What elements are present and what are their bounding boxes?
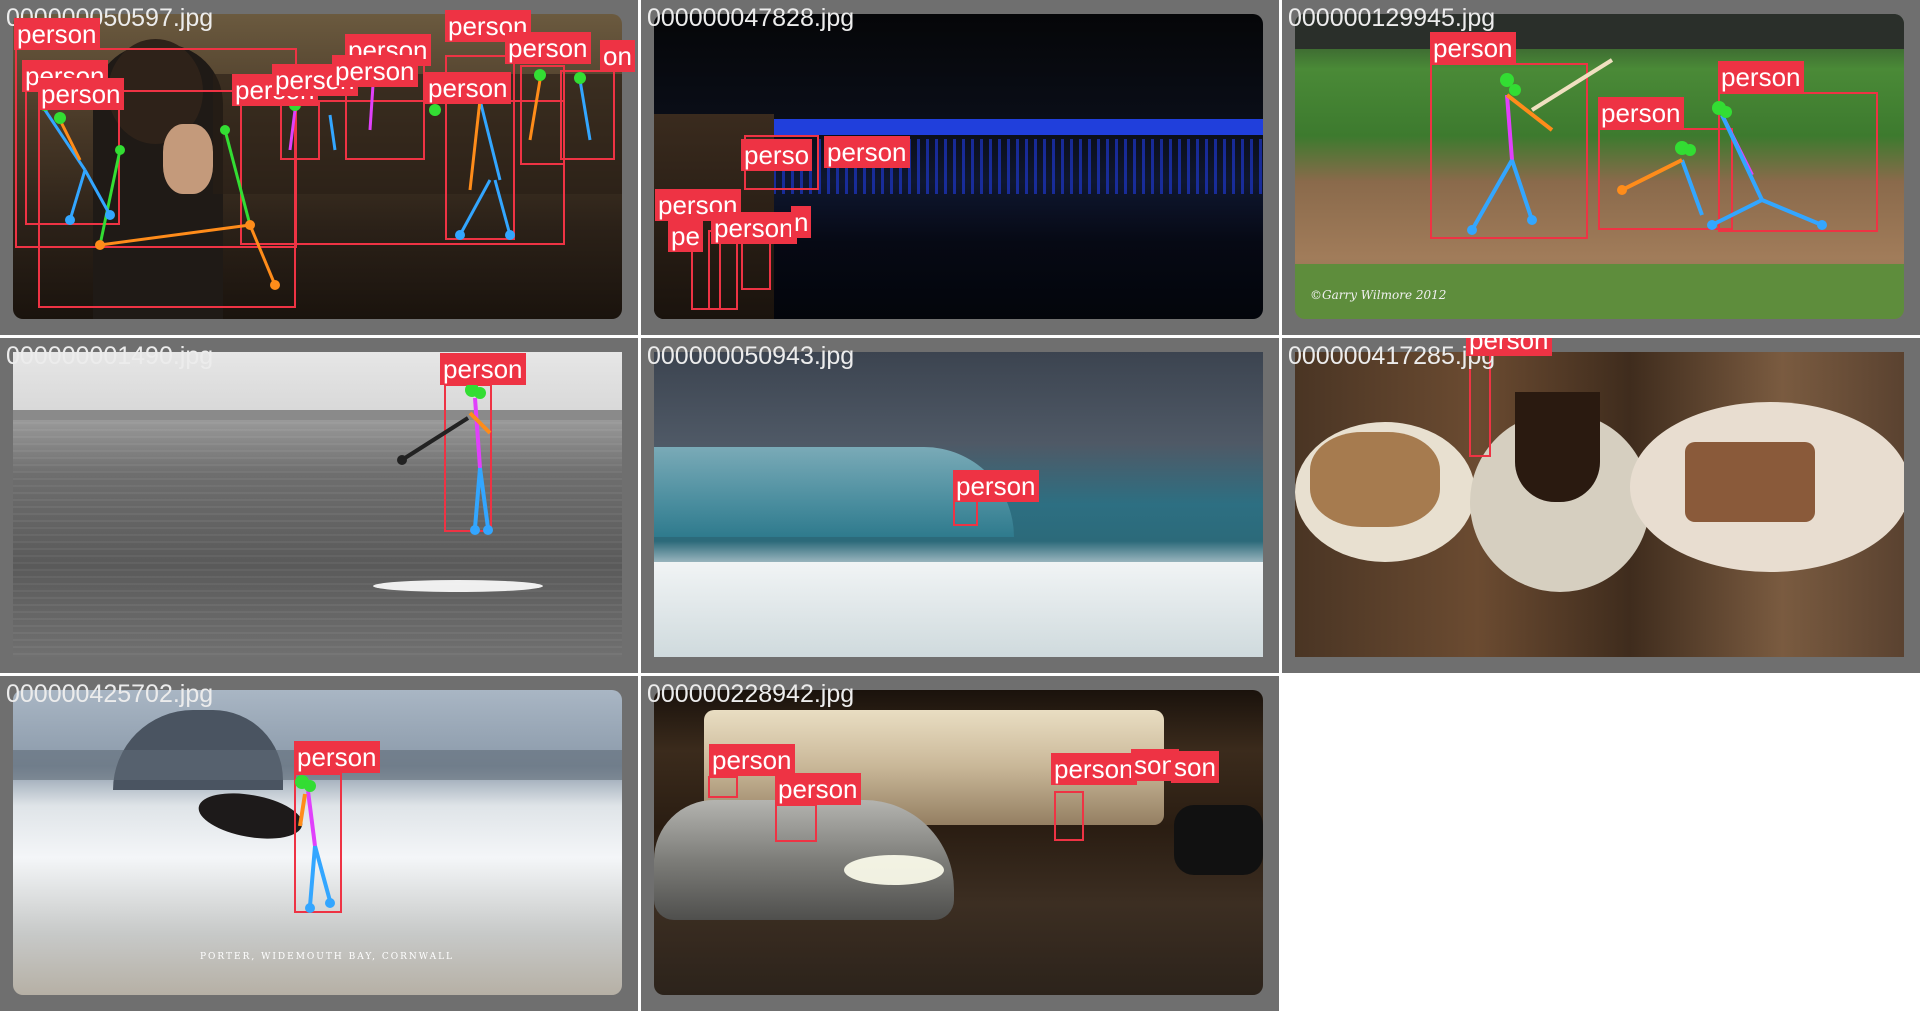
detection-label: person bbox=[1466, 338, 1552, 356]
image-caption: PORTER, WIDEMOUTH BAY, CORNWALL bbox=[200, 952, 455, 962]
detection-label: person bbox=[1430, 32, 1516, 64]
detection-label: son bbox=[1171, 751, 1219, 783]
mosaic-tile-7: 000000425702.jpg person PORTER, WIDEMOUT… bbox=[0, 676, 638, 1011]
detection-label: perso bbox=[741, 139, 813, 171]
detection-box bbox=[1718, 92, 1878, 232]
detection-label: person bbox=[440, 353, 526, 385]
detection-label: person bbox=[775, 773, 861, 805]
mosaic-tile-3: 000000129945.jpg person person person ©G… bbox=[1282, 0, 1920, 335]
detection-box bbox=[520, 65, 565, 165]
detection-label: person bbox=[425, 72, 511, 104]
skeleton-overlay-7 bbox=[295, 775, 335, 913]
detection-box bbox=[1598, 128, 1733, 230]
detection-label: on bbox=[600, 40, 635, 72]
detection-box bbox=[240, 100, 565, 245]
detection-label: son bbox=[1131, 749, 1179, 781]
tile-filename: 000000047828.jpg bbox=[647, 4, 855, 32]
detection-label: person bbox=[1051, 753, 1137, 785]
mosaic-tile-2: 000000047828.jpg perso person person pe … bbox=[641, 0, 1279, 335]
detection-label: person bbox=[711, 212, 797, 244]
detection-label: person bbox=[709, 744, 795, 776]
tile-image-3 bbox=[1295, 14, 1904, 319]
detection-label: person bbox=[1718, 61, 1804, 93]
detection-box bbox=[445, 55, 515, 240]
tile-filename: 000000129945.jpg bbox=[1288, 4, 1496, 32]
tile-image-4 bbox=[13, 352, 622, 657]
image-watermark: ©Garry Wilmore 2012 bbox=[1310, 288, 1447, 302]
detection-box bbox=[775, 804, 817, 842]
detection-box bbox=[560, 70, 615, 160]
skeleton-overlay-3 bbox=[1467, 58, 1827, 235]
mosaic-tile-6: 000000417285.jpg person bbox=[1282, 338, 1920, 673]
tile-image-6 bbox=[1295, 352, 1904, 657]
tile-filename: 000000001490.jpg bbox=[6, 342, 214, 370]
detection-label: person bbox=[824, 136, 910, 168]
detection-label: person bbox=[14, 18, 100, 50]
mosaic-tile-4: 000000001490.jpg person bbox=[0, 338, 638, 673]
skeleton-overlay-4 bbox=[397, 383, 493, 535]
tile-filename: 000000050943.jpg bbox=[647, 342, 855, 370]
detection-label: pe bbox=[668, 220, 703, 252]
tile-filename: 000000425702.jpg bbox=[6, 680, 214, 708]
detection-box bbox=[1430, 63, 1588, 239]
detection-label: person bbox=[38, 78, 124, 110]
mosaic-tile-1: 000000050597.jpg person person person pe… bbox=[0, 0, 638, 335]
mosaic-tile-5: 000000050943.jpg person bbox=[641, 338, 1279, 673]
detection-label: person bbox=[1598, 97, 1684, 129]
detection-label: person bbox=[332, 55, 418, 87]
tile-image-7 bbox=[13, 690, 622, 995]
detection-box bbox=[953, 500, 978, 526]
detection-label: person bbox=[505, 32, 591, 64]
detection-box bbox=[1054, 791, 1084, 841]
detection-label: person bbox=[953, 470, 1039, 502]
detection-label: person bbox=[294, 741, 380, 773]
tile-filename: 000000417285.jpg bbox=[1288, 342, 1496, 370]
detection-box bbox=[38, 90, 296, 308]
detection-box bbox=[708, 776, 738, 798]
detection-box bbox=[15, 48, 297, 248]
detection-label: n bbox=[791, 206, 812, 238]
skeleton-overlay-1 bbox=[39, 44, 592, 290]
tile-image-8 bbox=[654, 690, 1263, 995]
tile-filename: 000000228942.jpg bbox=[647, 680, 855, 708]
detection-box bbox=[294, 773, 342, 913]
mosaic-tile-8: 000000228942.jpg person person person so… bbox=[641, 676, 1279, 1011]
